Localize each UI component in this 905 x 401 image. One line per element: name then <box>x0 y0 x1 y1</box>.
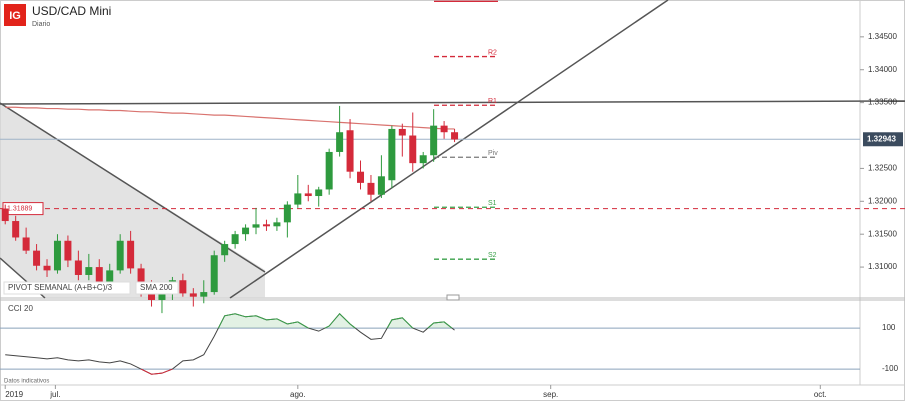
candle-body <box>210 255 218 293</box>
candle-body <box>273 222 281 227</box>
x-tick-label: ago. <box>290 390 306 399</box>
y-tick-label: 1.33500 <box>868 98 897 107</box>
candle-body <box>304 193 312 197</box>
cci-tick-label: 100 <box>882 323 896 332</box>
candle-body <box>451 132 459 140</box>
last-price-box <box>863 132 903 147</box>
candle-body <box>74 260 82 275</box>
pivot-label: S1 <box>488 200 497 207</box>
candle-body <box>1 208 9 222</box>
candle-body <box>95 267 103 282</box>
candle-body <box>367 182 375 195</box>
x-tick-label: sep. <box>543 390 558 399</box>
title: USD/CAD Mini <box>32 4 111 18</box>
candle-body <box>231 234 239 245</box>
candle-body <box>325 151 333 190</box>
candle-body <box>85 267 93 275</box>
candle-body <box>33 250 41 266</box>
candle-body <box>200 292 208 297</box>
y-tick-label: 1.32500 <box>868 164 897 173</box>
pivot-label: R1 <box>488 98 497 105</box>
candle-body <box>252 224 260 228</box>
candle-body <box>419 155 427 164</box>
candle-body <box>283 204 291 223</box>
legend-box[interactable] <box>3 281 131 295</box>
candle-body <box>315 189 323 197</box>
candle-body <box>137 268 145 291</box>
candle-body <box>294 193 302 205</box>
y-tick-label: 1.34000 <box>868 65 897 74</box>
x-tick-label: 2019 <box>5 390 23 399</box>
y-tick-label: 1.34500 <box>868 32 897 41</box>
x-tick-label: oct. <box>814 390 827 399</box>
sma-line <box>5 106 455 130</box>
pivot-label: R2 <box>488 49 497 56</box>
candle-body <box>12 221 20 238</box>
candle-body <box>430 125 438 156</box>
candle-body <box>116 240 124 271</box>
cci-over-line <box>217 312 453 329</box>
candle-body <box>357 171 365 183</box>
cci-overbought-fill <box>218 313 452 329</box>
candle-body <box>53 240 61 271</box>
candle-body <box>262 224 270 227</box>
pivot-label: R3 <box>488 0 497 1</box>
last-price-label: 1.32943 <box>867 134 896 143</box>
candle-body <box>43 265 51 271</box>
subtitle: Diario <box>32 21 50 28</box>
candle-body <box>336 132 344 152</box>
cci-tick-label: -100 <box>882 364 899 373</box>
trend-line <box>0 100 905 105</box>
candle-body <box>148 290 156 300</box>
candle-body <box>409 135 417 164</box>
candle-body <box>106 270 114 282</box>
legend-sma: SMA 200 <box>140 283 173 292</box>
legend-pivot: PIVOT SEMANAL (A+B+C)/3 <box>8 283 113 292</box>
y-tick-label: 1.31000 <box>868 262 897 271</box>
marked-price-label: 1.31889 <box>7 205 32 212</box>
candle-body <box>398 128 406 136</box>
pivot-label: S2 <box>488 252 497 259</box>
footnote: Datos indicativos <box>4 379 49 385</box>
candle-body <box>179 280 187 294</box>
candle-body <box>64 240 72 261</box>
candle-body <box>189 293 197 297</box>
trend-line <box>0 102 266 273</box>
pivot-label: Piv <box>488 150 498 157</box>
cci-title: CCI 20 <box>8 304 33 313</box>
legend-box[interactable] <box>135 281 179 295</box>
candle-body <box>346 130 354 172</box>
candle-body <box>127 240 135 269</box>
y-tick-label: 1.31500 <box>868 229 897 238</box>
candle-body <box>242 227 250 235</box>
trend-line <box>229 0 669 299</box>
panel-handle[interactable] <box>446 294 460 301</box>
y-tick-label: 1.32000 <box>868 196 897 205</box>
candle-body <box>388 128 396 181</box>
logo-text: IG <box>9 10 21 22</box>
candle-body <box>440 125 448 133</box>
candle-body <box>221 244 229 256</box>
candle-body <box>377 176 385 195</box>
candle-body <box>22 237 30 251</box>
logo <box>4 4 26 26</box>
x-tick-label: jul. <box>49 390 60 399</box>
